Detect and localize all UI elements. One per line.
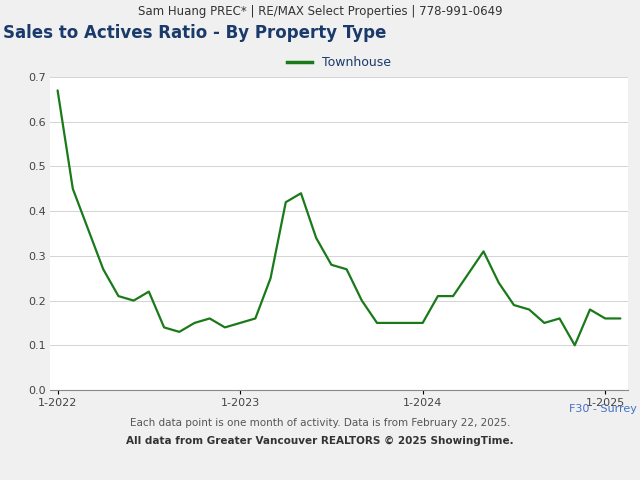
Text: Sam Huang PREC* | RE/MAX Select Properties | 778-991-0649: Sam Huang PREC* | RE/MAX Select Properti… bbox=[138, 4, 502, 17]
Text: F30 - Surrey: F30 - Surrey bbox=[569, 404, 637, 414]
Text: Sales to Actives Ratio - By Property Type: Sales to Actives Ratio - By Property Typ… bbox=[3, 24, 387, 42]
Text: All data from Greater Vancouver REALTORS © 2025 ShowingTime.: All data from Greater Vancouver REALTORS… bbox=[126, 436, 514, 446]
Legend: Townhouse: Townhouse bbox=[282, 51, 396, 74]
Text: Each data point is one month of activity. Data is from February 22, 2025.: Each data point is one month of activity… bbox=[130, 418, 510, 428]
